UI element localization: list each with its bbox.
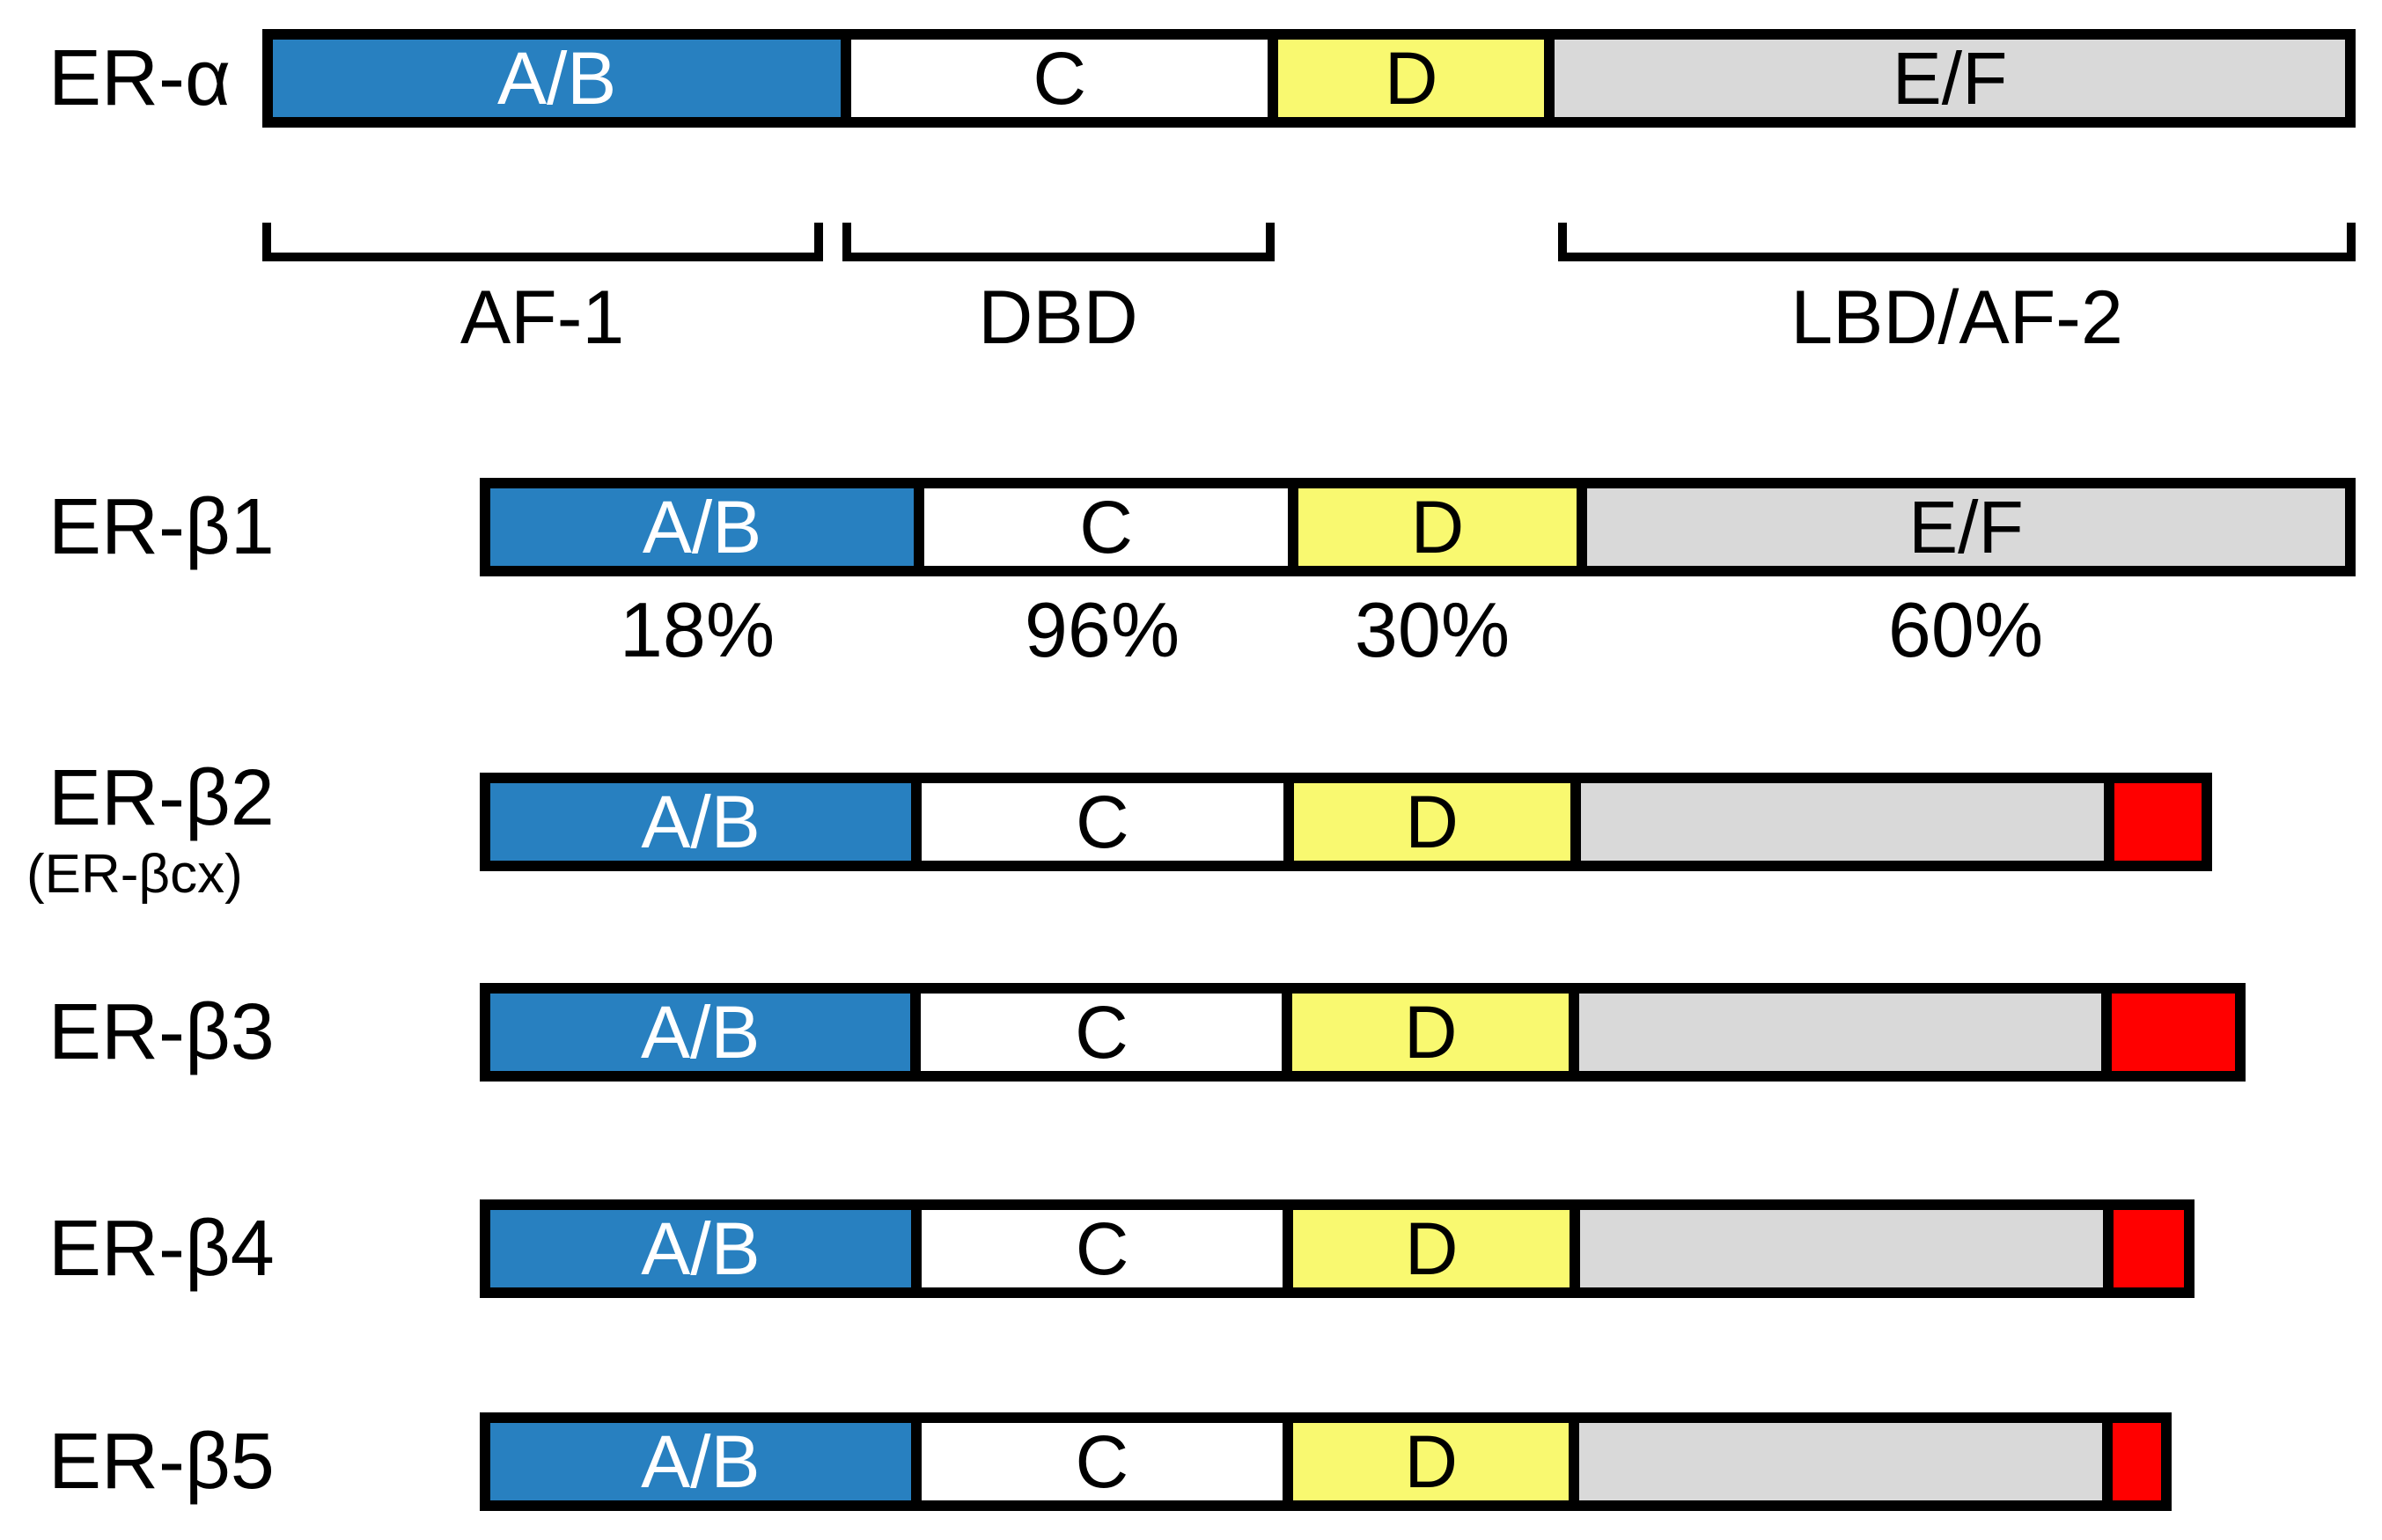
domain-c-label: C	[1076, 781, 1129, 863]
domain-ef-truncated	[1570, 783, 2104, 861]
domain-d: D	[1282, 1420, 1570, 1503]
domain-ab: A/B	[490, 1210, 911, 1287]
domain-d: D	[1288, 488, 1577, 566]
domain-c-label: C	[1075, 1420, 1129, 1503]
row-label-er-beta4: ER-β4	[48, 1205, 275, 1293]
bar-er-beta4: A/B C D	[480, 1199, 2195, 1298]
domain-d: D	[1283, 783, 1570, 861]
bar-er-beta2: A/B C D	[480, 773, 2212, 871]
row-label-er-beta3: ER-β3	[48, 988, 275, 1076]
bar-er-beta5: A/B C D	[480, 1412, 2172, 1511]
domain-c: C	[910, 1420, 1283, 1503]
domain-d-label: D	[1384, 37, 1438, 120]
domain-ef-label: E/F	[1892, 37, 2008, 120]
row-sublabel-text: (ER-βcx)	[26, 844, 243, 905]
domain-ef: E/F	[1544, 40, 2345, 117]
domain-d: D	[1283, 1210, 1570, 1287]
row-label-er-beta1: ER-β1	[48, 483, 275, 571]
region-label-af1: AF-1	[459, 275, 625, 360]
c-terminal-insert	[2101, 1423, 2161, 1500]
domain-ab-label: A/B	[496, 37, 617, 120]
domain-c-label: C	[1033, 37, 1087, 120]
identity-ab: 18%	[619, 586, 776, 673]
domain-c: C	[914, 486, 1289, 568]
bar-er-beta3: A/B C D	[480, 983, 2246, 1082]
domain-ab: A/B	[490, 991, 911, 1074]
identity-d: 30%	[1354, 586, 1511, 673]
domain-d-label: D	[1404, 1207, 1459, 1290]
c-terminal-insert	[2101, 994, 2235, 1071]
domain-d: D	[1282, 991, 1569, 1074]
domain-c: C	[911, 783, 1283, 861]
region-label-lbd-af2: LBD/AF-2	[1790, 275, 2123, 360]
row-label-er-alpha: ER-α	[48, 34, 232, 122]
domain-ab-label: A/B	[642, 486, 762, 568]
region-label-dbd: DBD	[978, 275, 1138, 360]
domain-d-label: D	[1403, 991, 1458, 1074]
domain-ef-truncated	[1569, 1423, 2102, 1500]
bracket-lbd-af2	[1558, 223, 2356, 261]
row-label-er-beta5: ER-β5	[48, 1418, 275, 1506]
domain-c-label: C	[1079, 486, 1133, 568]
domain-ab-label: A/B	[641, 1207, 761, 1290]
domain-d-label: D	[1410, 486, 1465, 568]
domain-ab-label: A/B	[641, 991, 761, 1074]
domain-c-label: C	[1075, 991, 1129, 1074]
domain-ab-label: A/B	[641, 1420, 761, 1503]
domain-ab: A/B	[490, 1423, 911, 1500]
domain-c: C	[910, 1207, 1283, 1290]
c-terminal-insert	[2102, 1210, 2185, 1287]
identity-c: 96%	[1024, 586, 1180, 673]
domain-ab: A/B	[490, 781, 912, 863]
domain-c: C	[910, 991, 1283, 1074]
bracket-dbd	[842, 223, 1275, 261]
bar-er-alpha: A/B C D E/F	[262, 29, 2356, 128]
domain-ab-label: A/B	[641, 781, 761, 863]
domain-d: D	[1268, 37, 1545, 120]
bracket-af1	[262, 223, 823, 261]
domain-c-label: C	[1075, 1207, 1129, 1290]
row-label-text: ER-β2	[48, 754, 275, 842]
domain-c: C	[841, 40, 1268, 117]
domain-d-label: D	[1405, 781, 1459, 863]
domain-ab: A/B	[273, 37, 842, 120]
domain-ef: E/F	[1576, 486, 2345, 568]
domain-ab: A/B	[490, 486, 915, 568]
c-terminal-insert	[2103, 783, 2202, 861]
domain-d-label: D	[1404, 1420, 1458, 1503]
row-label-er-beta2: ER-β2 (ER-βcx)	[26, 754, 275, 908]
bar-er-beta1: A/B C D E/F	[480, 478, 2356, 576]
domain-ef-label: E/F	[1908, 486, 2024, 568]
identity-ef: 60%	[1887, 586, 2044, 673]
domain-ef-truncated	[1568, 994, 2102, 1071]
domain-ef-truncated	[1570, 1210, 2103, 1287]
